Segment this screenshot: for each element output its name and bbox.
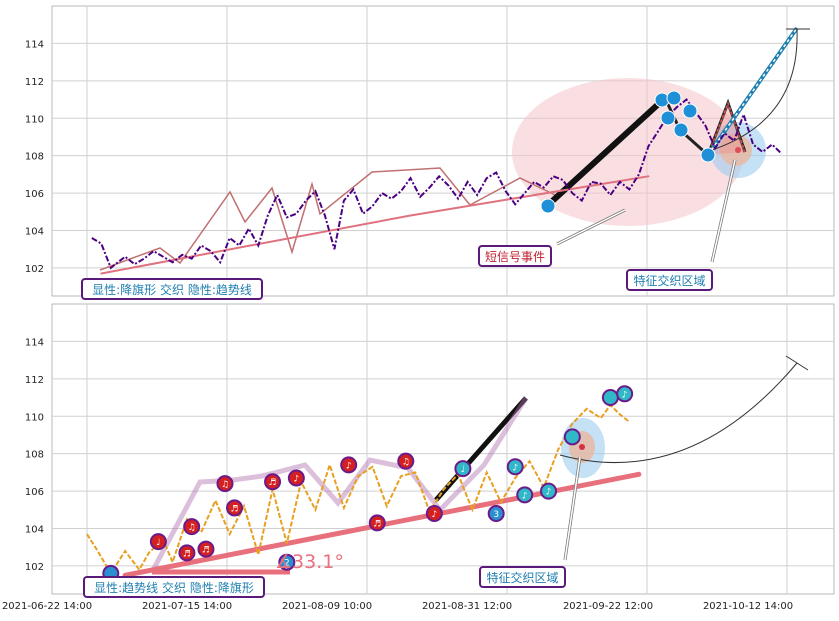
price-node bbox=[666, 90, 682, 106]
interweave-center bbox=[579, 444, 585, 450]
signal-marker-label: ♪ bbox=[512, 463, 518, 473]
annotation-label: 显性:趋势线 交织 隐性:降旗形 bbox=[94, 580, 254, 595]
signal-marker bbox=[601, 389, 619, 407]
annotation-box bbox=[83, 576, 265, 598]
signal-marker-label: ♩ bbox=[156, 538, 160, 548]
x-tick-label: 2021-08-09 10:00 bbox=[282, 601, 372, 612]
pattern-outline bbox=[99, 167, 556, 271]
y-tick-label: 110 bbox=[25, 114, 44, 125]
annotation-box bbox=[81, 278, 263, 300]
annotation-box bbox=[626, 269, 713, 291]
signal-marker bbox=[287, 469, 305, 487]
annotation-arrow-inner bbox=[556, 209, 626, 245]
y-tick-label: 114 bbox=[25, 39, 44, 50]
signal-marker bbox=[397, 452, 415, 470]
y-tick-label: 106 bbox=[25, 487, 44, 498]
y-tick-label: 108 bbox=[25, 152, 44, 163]
signal-marker bbox=[340, 456, 358, 474]
x-tick-label: 2021-10-12 14:00 bbox=[703, 601, 793, 612]
y-tick-label: 106 bbox=[25, 189, 44, 200]
y-tick-label: 112 bbox=[25, 77, 44, 88]
y-tick-label: 110 bbox=[25, 412, 44, 423]
signal-marker-label: ♬ bbox=[202, 546, 210, 556]
signal-marker-label: ♪ bbox=[346, 461, 352, 471]
x-tick-label: 2021-08-31 12:00 bbox=[422, 601, 512, 612]
signal-marker-label: ♬ bbox=[230, 504, 238, 514]
y-tick-label: 102 bbox=[25, 562, 44, 573]
signal-marker bbox=[454, 460, 472, 478]
signal-marker bbox=[178, 544, 196, 562]
annotation-box bbox=[478, 245, 552, 267]
signal-marker-label: ♪ bbox=[522, 491, 528, 501]
annotation-label: 短信号事件 bbox=[485, 250, 545, 264]
y-tick-label: 108 bbox=[25, 450, 44, 461]
signal-marker bbox=[197, 540, 215, 558]
signal-marker-label: ♬ bbox=[183, 549, 191, 559]
x-tick-label: 2021-09-22 12:00 bbox=[563, 601, 653, 612]
signal-marker bbox=[425, 505, 443, 523]
projection-arc bbox=[559, 362, 798, 464]
annotation-label: 特征交织区域 bbox=[486, 570, 558, 585]
signal-marker-label: ♪ bbox=[546, 488, 552, 498]
price-node bbox=[673, 122, 689, 138]
annotation-box bbox=[479, 566, 566, 588]
signal-marker-label: 3 bbox=[493, 510, 499, 520]
projection-line-dash bbox=[707, 27, 798, 156]
interweave-center bbox=[735, 147, 741, 153]
signal-marker-label: ♪ bbox=[431, 510, 437, 520]
signal-marker bbox=[149, 533, 167, 551]
y-tick-label: 102 bbox=[25, 264, 44, 275]
annotation-label: 显性:降旗形 交织 隐性:趋势线 bbox=[92, 282, 252, 297]
panel-bottom: 102 104 106 108 110 112 114 ♩ ♬ ♫ ♬ ♫ ♬ ♬ 2 ♪ ♪ ♬ ♫ ♪ ♩ 3 ♪ ♪ ♪ ♪… bbox=[2, 303, 835, 612]
signal-marker-label: ♬ bbox=[269, 478, 277, 488]
annotation-arrow-inner bbox=[711, 159, 736, 263]
price-node bbox=[660, 110, 676, 126]
signal-marker bbox=[278, 553, 296, 571]
projection-cap bbox=[785, 355, 809, 371]
y-tick-label: 112 bbox=[25, 375, 44, 386]
annotation-label: 特征交织区域 bbox=[633, 273, 705, 288]
plot-frame bbox=[51, 303, 835, 595]
price-node bbox=[540, 198, 556, 214]
y-tick-label: 104 bbox=[25, 525, 44, 536]
signal-marker bbox=[616, 385, 634, 403]
signal-marker bbox=[563, 428, 581, 446]
signal-marker bbox=[516, 486, 534, 504]
signal-marker-label: ♩ bbox=[461, 465, 465, 475]
angle-label: ∡33.1° bbox=[275, 551, 344, 573]
annotation-arrow-inner bbox=[564, 456, 581, 561]
signal-marker bbox=[368, 514, 386, 532]
signal-marker bbox=[506, 458, 524, 476]
price-node bbox=[682, 103, 698, 119]
y-tick-label: 104 bbox=[25, 227, 44, 238]
x-tick-label: 2021-06-22 14:00 bbox=[2, 601, 92, 612]
projection-arc bbox=[711, 29, 798, 151]
signal-marker-label: ♫ bbox=[188, 523, 196, 533]
x-tick-label: 2021-07-15 14:00 bbox=[142, 601, 232, 612]
thrust-line bbox=[545, 95, 668, 208]
signal-marker bbox=[264, 473, 282, 491]
y-tick-label: 114 bbox=[25, 337, 44, 348]
signal-marker-label: ♪ bbox=[622, 390, 628, 400]
signal-marker-label: ♫ bbox=[402, 458, 410, 468]
signal-marker-label: 2 bbox=[284, 559, 290, 569]
series-price-line bbox=[86, 403, 631, 576]
signal-marker bbox=[540, 482, 558, 500]
signal-marker bbox=[216, 475, 234, 493]
signal-marker bbox=[183, 518, 201, 536]
signal-marker bbox=[487, 505, 505, 523]
signal-marker-label: ♬ bbox=[373, 519, 381, 529]
signal-marker-label: ♫ bbox=[221, 480, 229, 490]
signal-marker bbox=[225, 499, 243, 517]
signal-marker-label: ♪ bbox=[293, 475, 299, 485]
price-node bbox=[700, 147, 716, 163]
